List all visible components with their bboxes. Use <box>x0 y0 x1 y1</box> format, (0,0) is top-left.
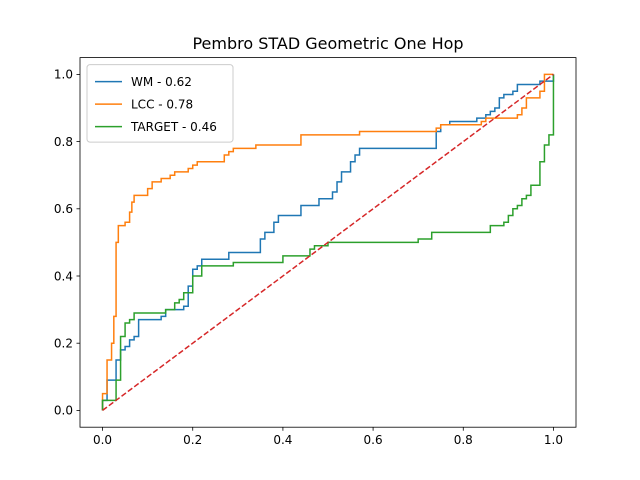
series-line-lcc <box>101 73 554 411</box>
x-tick-label: 0.8 <box>454 433 473 447</box>
x-tick-label: 1.0 <box>544 433 563 447</box>
axes-frame <box>79 57 577 428</box>
x-tick-label: 0.0 <box>93 433 112 447</box>
y-tick-label: 0.4 <box>54 269 73 283</box>
y-tick-label: 0.6 <box>54 202 73 216</box>
x-tick-label: 0.6 <box>364 433 383 447</box>
plot-area <box>101 73 555 412</box>
legend: WM - 0.62 LCC - 0.78 TARGET - 0.46 <box>86 64 234 143</box>
legend-box <box>86 64 234 143</box>
series-line-wm <box>101 74 555 411</box>
legend-label: TARGET - 0.46 <box>130 120 217 134</box>
x-tick-label: 0.4 <box>273 433 292 447</box>
diagonal-reference-line <box>102 73 554 412</box>
legend-label: LCC - 0.78 <box>131 98 193 112</box>
y-tick-label: 0.0 <box>54 404 73 418</box>
legend-label: WM - 0.62 <box>131 75 192 89</box>
y-tick-label: 0.8 <box>54 135 73 149</box>
chart-title: Pembro STAD Geometric One Hop <box>192 34 463 53</box>
series-line-target <box>101 74 555 411</box>
y-tick-label: 1.0 <box>54 68 73 82</box>
y-tick-label: 0.2 <box>54 337 73 351</box>
x-tick-label: 0.2 <box>183 433 202 447</box>
axis-ticks: 0.0 0.2 0.4 0.6 0.8 1.0 0.0 0.2 0.4 0.6 0.8 1.0 <box>54 68 563 448</box>
